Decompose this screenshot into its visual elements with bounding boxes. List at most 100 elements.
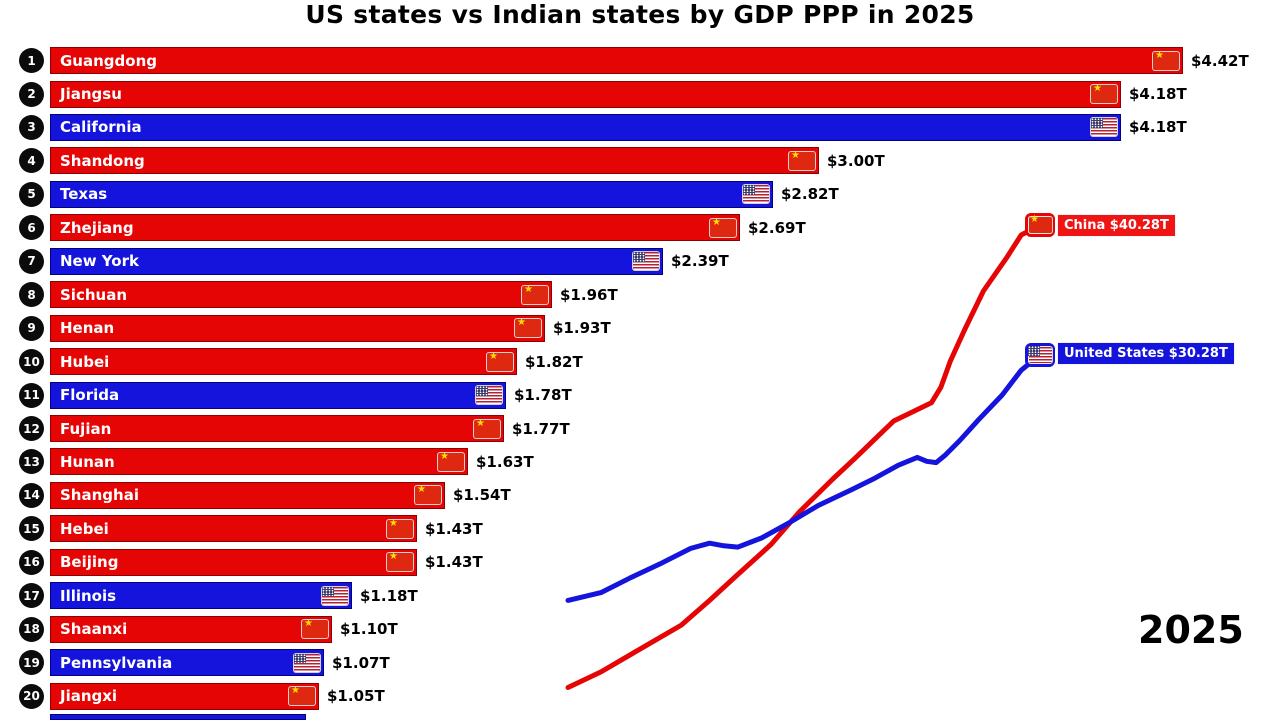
us-flag-icon xyxy=(743,185,769,204)
year-indicator: 2025 xyxy=(1138,608,1244,652)
rank-badge: 6 xyxy=(19,215,44,241)
bar-label: Fujian xyxy=(60,419,112,438)
bar-ranking: 1 Guangdong $4.42T 2 Jiangsu $4.18T 3 Ca… xyxy=(0,45,1280,720)
bar-value: $2.82T xyxy=(781,185,839,204)
bar: Beijing xyxy=(50,548,417,576)
next-bar-partial xyxy=(50,714,306,720)
bar-value: $1.18T xyxy=(360,586,418,605)
us-trend-flag-chip xyxy=(1025,343,1055,367)
china-flag-icon xyxy=(302,620,328,639)
bar-value: $1.82T xyxy=(525,352,583,371)
bar-row: 9 Henan $1.93T xyxy=(19,313,611,344)
rank-badge: 10 xyxy=(19,349,44,375)
bar-label: New York xyxy=(60,252,139,271)
bar-value: $4.18T xyxy=(1129,85,1187,103)
bar: Hunan xyxy=(50,448,468,476)
bar: New York xyxy=(50,247,663,275)
china-flag-icon xyxy=(387,553,413,572)
bar: Zhejiang xyxy=(50,214,740,242)
bar-row: 13 Hunan $1.63T xyxy=(19,446,534,477)
bar-label: Illinois xyxy=(60,586,117,605)
bar-value: $1.63T xyxy=(476,452,534,471)
bar-value: $2.39T xyxy=(671,252,729,271)
bar: Hebei xyxy=(50,515,417,543)
bar-row: 8 Sichuan $1.96T xyxy=(19,279,618,310)
bar: Pennsylvania xyxy=(50,649,324,677)
bar-label: Jiangsu xyxy=(60,85,122,103)
china-flag-icon xyxy=(789,151,815,170)
bar-row: 17 Illinois $1.18T xyxy=(19,580,418,611)
china-flag-icon xyxy=(387,519,413,538)
bar: Shandong xyxy=(50,147,819,175)
bar-label: Florida xyxy=(60,386,120,404)
bar-value: $1.10T xyxy=(340,620,398,639)
china-flag-icon xyxy=(1153,51,1179,70)
us-flag-icon xyxy=(322,586,348,605)
bar-row: 6 Zhejiang $2.69T xyxy=(19,212,806,243)
bar-row: 14 Shanghai $1.54T xyxy=(19,480,511,511)
rank-badge: 20 xyxy=(19,683,44,709)
bar-value: $1.05T xyxy=(327,687,385,706)
bar-label: Shanghai xyxy=(60,486,139,505)
bar: Fujian xyxy=(50,415,504,442)
bar: Sichuan xyxy=(50,281,552,309)
bar-label: Texas xyxy=(60,185,108,204)
bar-label: Henan xyxy=(60,319,115,338)
rank-badge: 19 xyxy=(19,650,44,676)
bar-label: Zhejiang xyxy=(60,218,134,237)
bar: Shaanxi xyxy=(50,615,332,643)
china-flag-icon xyxy=(1028,217,1052,233)
bar-row: 5 Texas $2.82T xyxy=(19,179,839,210)
rank-badge: 11 xyxy=(19,382,44,408)
rank-badge: 2 xyxy=(19,81,44,107)
rank-badge: 15 xyxy=(19,516,44,542)
china-flag-icon xyxy=(515,319,541,338)
china-trend-flag-chip xyxy=(1025,213,1055,237)
rank-badge: 5 xyxy=(19,181,44,207)
bar: Florida xyxy=(50,381,506,409)
bar: Illinois xyxy=(50,582,352,610)
bar-row: 12 Fujian $1.77T xyxy=(19,413,570,444)
rank-badge: 7 xyxy=(19,248,44,274)
bar-label: Beijing xyxy=(60,553,119,572)
bar-label: Jiangxi xyxy=(60,687,118,706)
us-trend-line xyxy=(565,352,1043,603)
china-flag-icon xyxy=(522,285,548,304)
trend-line-chart xyxy=(565,222,1043,690)
bar-value: $3.00T xyxy=(827,151,885,170)
bar-row: 7 New York $2.39T xyxy=(19,246,729,277)
bar-value: $1.77T xyxy=(512,419,570,438)
bar: California xyxy=(50,113,1121,141)
bar-value: $1.93T xyxy=(553,319,611,338)
bar-value: $1.07T xyxy=(332,653,390,672)
rank-badge: 4 xyxy=(19,148,44,174)
china-flag-icon xyxy=(415,486,441,505)
bar-value: $1.43T xyxy=(425,519,483,538)
bar-label: Shandong xyxy=(60,151,145,170)
bar: Shanghai xyxy=(50,481,445,509)
bar-row: 1 Guangdong $4.42T xyxy=(19,45,1249,76)
bar-row: 2 Jiangsu $4.18T xyxy=(19,79,1187,110)
bar: Henan xyxy=(50,314,545,342)
china-flag-icon xyxy=(438,452,464,471)
bar-label: Shaanxi xyxy=(60,620,128,639)
bar-value: $2.69T xyxy=(748,218,806,237)
chart-title: US states vs Indian states by GDP PPP in… xyxy=(305,0,975,29)
china-flag-icon xyxy=(474,419,500,438)
bar-row: 15 Hebei $1.43T xyxy=(19,513,483,544)
bar-label: California xyxy=(60,118,142,137)
bar-row: 3 California $4.18T xyxy=(19,112,1187,143)
us-trend-label: United States $30.28T xyxy=(1057,342,1235,365)
bar-label: Hebei xyxy=(60,519,109,538)
china-trend-line xyxy=(565,222,1043,690)
rank-badge: 8 xyxy=(19,282,44,308)
bar-value: $1.43T xyxy=(425,553,483,572)
bar-row: 10 Hubei $1.82T xyxy=(19,346,583,377)
rank-badge: 17 xyxy=(19,583,44,609)
bar: Hubei xyxy=(50,348,517,376)
rank-badge: 1 xyxy=(19,48,44,73)
rank-badge: 18 xyxy=(19,616,44,642)
bar-row: 4 Shandong $3.00T xyxy=(19,145,885,176)
us-flag-icon xyxy=(294,653,320,672)
